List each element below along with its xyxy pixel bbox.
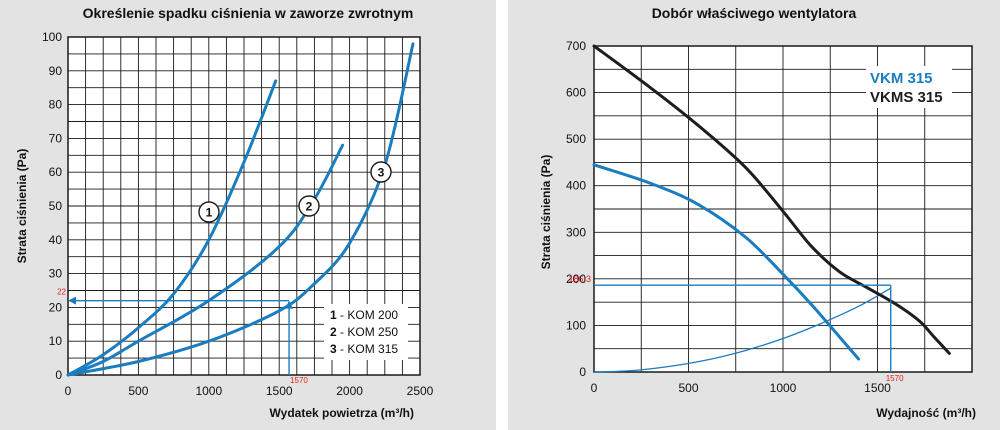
legend-box bbox=[866, 66, 952, 108]
legend-label: - KOM 315 bbox=[337, 342, 399, 356]
x-axis-label: Wydatek powietrza (m³/h) bbox=[270, 406, 414, 420]
series-vkms-315-line bbox=[592, 44, 951, 355]
y-tick-label: 80 bbox=[49, 98, 63, 112]
y-tick-label: 500 bbox=[566, 132, 586, 146]
y-tick-label: 100 bbox=[566, 318, 586, 332]
legend-box bbox=[324, 304, 408, 360]
y-tick-label: 200 bbox=[566, 272, 586, 286]
y-tick-label: 20 bbox=[49, 300, 63, 314]
y-tick-label: 40 bbox=[49, 233, 63, 247]
x-tick-label: 500 bbox=[128, 384, 148, 398]
y-tick-label: 600 bbox=[566, 86, 586, 100]
series-vkm-315-line bbox=[592, 163, 861, 361]
operating-y-value: 186,3 bbox=[568, 274, 591, 284]
x-tick-label: 0 bbox=[65, 384, 72, 398]
y-tick-label: 700 bbox=[566, 39, 586, 53]
x-tick-label: 500 bbox=[678, 381, 698, 395]
x-tick-label: 2500 bbox=[407, 384, 434, 398]
x-tick-label: 1000 bbox=[770, 381, 797, 395]
legend-entry: 1 - KOM 200 bbox=[330, 308, 398, 322]
operating-point-vertical-arrowhead bbox=[285, 300, 294, 309]
legend-label: - KOM 250 bbox=[337, 325, 399, 339]
series-2-marker-label: 2 bbox=[306, 200, 313, 214]
y-axis-label: Strata ciśnienia (Pa) bbox=[539, 155, 553, 270]
legend-key: 3 bbox=[330, 342, 337, 356]
chart-panel-right: 0 500 1000 1500 0 100 200 300 400 500 600 700 Dobór … bbox=[508, 0, 1000, 430]
chart-panel-left: 0 500 1000 1500 2000 2500 0 10 20 30 40 50 60 70 80 90 1… bbox=[0, 0, 496, 430]
x-tick-label: 0 bbox=[591, 381, 598, 395]
y-tick-label: 50 bbox=[49, 199, 63, 213]
chart-title: Dobór właściwego wentylatora bbox=[652, 5, 857, 21]
series-2-marker bbox=[298, 195, 320, 217]
fan-selection-chart: 0 500 1000 1500 0 100 200 300 400 500 600 700 Dobór … bbox=[539, 5, 976, 420]
series-3-marker bbox=[370, 161, 392, 183]
chart-title: Określenie spadku ciśnienia w zaworze zw… bbox=[83, 5, 414, 21]
x-tick-label: 1500 bbox=[266, 384, 293, 398]
y-tick-label: 300 bbox=[566, 225, 586, 239]
y-tick-label: 10 bbox=[49, 334, 63, 348]
legend-entry: 2 - KOM 250 bbox=[330, 325, 398, 339]
operating-point-horizontal-arrowhead bbox=[68, 296, 76, 305]
plot-frame bbox=[67, 36, 421, 376]
x-tick-label: 2000 bbox=[336, 384, 363, 398]
y-tick-label: 60 bbox=[49, 165, 63, 179]
y-tick-label: 100 bbox=[42, 30, 62, 44]
legend-entry-vkm-315: VKM 315 bbox=[870, 70, 933, 87]
y-tick-label: 30 bbox=[49, 267, 63, 281]
series-1-marker bbox=[198, 201, 220, 223]
legend-key: 1 bbox=[330, 308, 337, 322]
legend-key: 2 bbox=[330, 325, 337, 339]
x-tick-label: 1500 bbox=[864, 381, 891, 395]
y-tick-label: 400 bbox=[566, 179, 586, 193]
legend-entry-vkms-315: VKMS 315 bbox=[870, 89, 943, 106]
y-tick-label: 70 bbox=[49, 131, 63, 145]
series-1-marker-label: 1 bbox=[206, 206, 213, 220]
plot-frame bbox=[593, 45, 973, 373]
y-tick-label: 90 bbox=[49, 64, 63, 78]
system-curve-line bbox=[593, 287, 892, 373]
x-axis-label: Wydajność (m³/h) bbox=[876, 406, 976, 420]
operating-x-value: 1570 bbox=[290, 376, 308, 385]
legend-entry: 3 - KOM 315 bbox=[330, 342, 398, 356]
operating-y-value: 22 bbox=[57, 288, 66, 297]
series-3-marker-label: 3 bbox=[378, 166, 385, 180]
operating-x-value: 1570 bbox=[886, 374, 904, 383]
series-1-line bbox=[66, 79, 278, 377]
y-tick-label: 0 bbox=[55, 368, 62, 382]
x-tick-label: 1000 bbox=[195, 384, 222, 398]
y-axis-label: Strata ciśnienia (Pa) bbox=[15, 149, 29, 264]
check-valve-pressure-chart: 0 500 1000 1500 2000 2500 0 10 20 30 40 50 60 70 80 90 1… bbox=[15, 5, 434, 420]
y-tick-label: 0 bbox=[579, 365, 586, 379]
legend-label: - KOM 200 bbox=[337, 308, 399, 322]
